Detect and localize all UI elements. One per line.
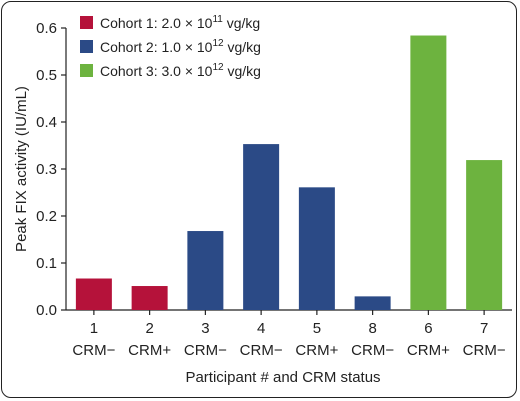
x-tick-crm-label: CRM− [463,342,506,359]
x-tick-crm-label: CRM− [184,342,227,359]
x-axis-label: Participant # and CRM status [185,369,380,386]
x-tick-label: 6 [424,320,432,337]
y-tick-labels: 0.0 0.1 0.2 0.3 0.4 0.5 0.6 [36,20,57,319]
x-tick-label: 1 [90,320,98,337]
x-tick-crm-label: CRM− [72,342,115,359]
x-tick-crm-label: CRM− [240,342,283,359]
bar [75,278,112,310]
bar [187,231,224,310]
x-tick-crm-label: CRM+ [407,342,450,359]
y-axis-label: Peak FIX activity (IU/mL) [13,86,30,252]
bars [75,35,503,311]
legend-label: Cohort 2: 1.0 × 1012 vg/kg [100,38,261,55]
x-tick-crm-label: CRM+ [295,342,338,359]
x-tick-label: 5 [313,320,321,337]
y-tick-label: 0.6 [36,20,57,37]
legend-swatch [80,40,93,53]
bar [466,160,503,310]
y-tick-label: 0.1 [36,255,57,272]
legend: Cohort 1: 2.0 × 1011 vg/kg Cohort 2: 1.0 … [80,14,261,79]
bar [131,286,168,310]
bar [298,187,335,310]
x-tick-label: 7 [480,320,488,337]
legend-label: Cohort 1: 2.0 × 1011 vg/kg [100,14,260,31]
legend-swatch [80,64,93,77]
bar [410,35,447,311]
x-tick-labels: 1 CRM− 2 CRM+ 3 CRM− 4 CRM− 5 CRM+ 8 CRM− 6 CRM+ 7 CRM− [72,320,505,359]
bar [354,296,391,310]
y-tick-label: 0.5 [36,67,57,84]
y-tick-label: 0.3 [36,161,57,178]
x-tick-label: 8 [368,320,376,337]
y-tick-label: 0.2 [36,208,57,225]
x-tick-label: 2 [145,320,153,337]
bar [243,144,280,310]
y-tick-label: 0.0 [36,302,57,319]
y-tick-label: 0.4 [36,114,57,131]
x-tick-crm-label: CRM+ [128,342,171,359]
legend-label: Cohort 3: 3.0 × 1012 vg/kg [100,62,261,79]
legend-swatch [80,16,93,29]
x-tick-label: 3 [201,320,209,337]
x-tick-crm-label: CRM− [351,342,394,359]
x-tick-label: 4 [257,320,265,337]
